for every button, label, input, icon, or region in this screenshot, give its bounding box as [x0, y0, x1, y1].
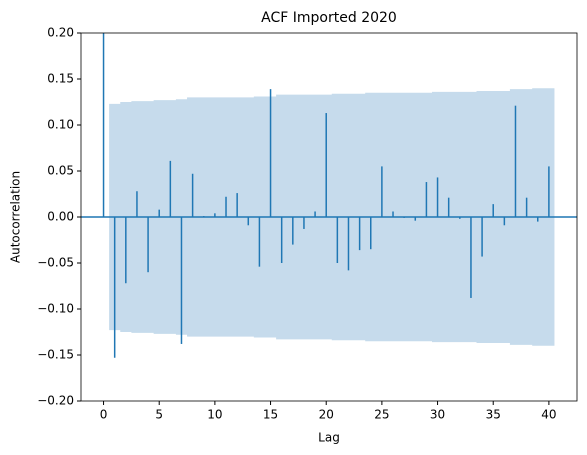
x-tick-label: 25 — [374, 408, 389, 422]
y-axis-label: Autocorrelation — [9, 171, 23, 263]
y-tick-label: −0.20 — [37, 394, 74, 408]
x-tick-label: 35 — [486, 408, 501, 422]
chart-title: ACF Imported 2020 — [261, 10, 397, 26]
x-tick-label: 0 — [100, 408, 108, 422]
y-tick-label: 0.15 — [47, 72, 74, 86]
y-tick-label: −0.10 — [37, 302, 74, 316]
x-tick-label: 40 — [541, 408, 556, 422]
y-tick-label: 0.05 — [47, 164, 74, 178]
y-tick-label: −0.15 — [37, 348, 74, 362]
y-tick-label: 0.00 — [47, 210, 74, 224]
x-tick-label: 10 — [207, 408, 222, 422]
x-tick-label: 15 — [263, 408, 278, 422]
x-tick-label: 30 — [430, 408, 445, 422]
y-tick-label: 0.10 — [47, 118, 74, 132]
y-tick-label: −0.05 — [37, 256, 74, 270]
plot-area — [81, 33, 577, 358]
x-tick-label: 20 — [319, 408, 334, 422]
x-tick-label: 5 — [155, 408, 163, 422]
y-tick-label: 0.20 — [47, 26, 74, 40]
x-axis-label: Lag — [318, 431, 340, 445]
